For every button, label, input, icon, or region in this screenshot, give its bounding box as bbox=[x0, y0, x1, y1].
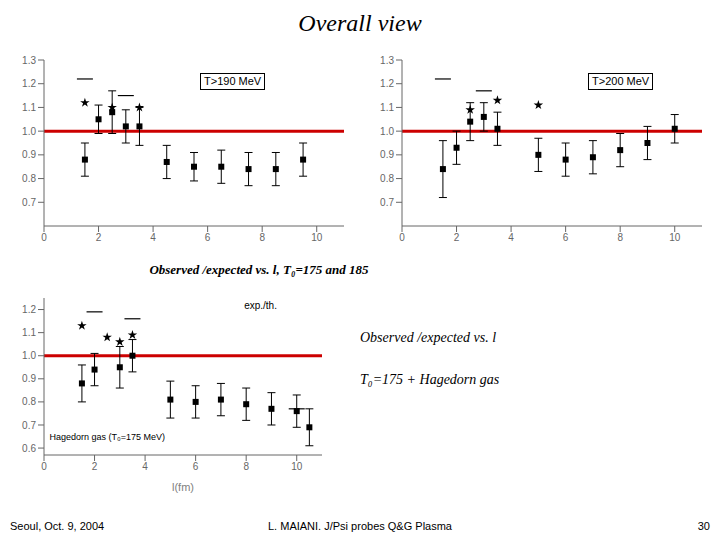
svg-text:10: 10 bbox=[669, 232, 681, 243]
svg-text:8: 8 bbox=[617, 232, 623, 243]
svg-text:0.8: 0.8 bbox=[22, 396, 36, 407]
svg-text:0.9: 0.9 bbox=[22, 373, 36, 384]
html-text:30: 30 bbox=[697, 520, 710, 532]
svg-text:0.8: 0.8 bbox=[22, 173, 36, 184]
html-text:T₀=175 + Hagedorn gas: T₀=175 + Hagedorn gas bbox=[360, 372, 500, 387]
svg-text:6: 6 bbox=[193, 461, 199, 472]
svg-text:1.2: 1.2 bbox=[22, 78, 36, 89]
svg-text:10: 10 bbox=[291, 461, 303, 472]
svg-text:1.0: 1.0 bbox=[22, 126, 36, 137]
html-text:L. MAIANI. J/Psi probes Q&G Pl: L. MAIANI. J/Psi probes Q&G Plasma bbox=[268, 520, 452, 532]
svg-text:0.7: 0.7 bbox=[22, 420, 36, 431]
html-text:Overall view: Overall view bbox=[298, 10, 422, 36]
svg-text:1.2: 1.2 bbox=[22, 304, 36, 315]
svg-text:6: 6 bbox=[205, 232, 211, 243]
svg-text:0.7: 0.7 bbox=[380, 197, 394, 208]
svg-text:0.7: 0.7 bbox=[22, 197, 36, 208]
svg-text:6: 6 bbox=[563, 232, 569, 243]
svg-text:4: 4 bbox=[508, 232, 514, 243]
svg-text:1.1: 1.1 bbox=[380, 102, 394, 113]
svg-text:2: 2 bbox=[92, 461, 98, 472]
html-text:Seoul, Oct. 9, 2004: Seoul, Oct. 9, 2004 bbox=[10, 520, 105, 532]
svg-text:1.1: 1.1 bbox=[22, 327, 36, 338]
svg-text:8: 8 bbox=[259, 232, 265, 243]
svg-text:2: 2 bbox=[96, 232, 102, 243]
svg-text:1.1: 1.1 bbox=[22, 102, 36, 113]
svg-text:2: 2 bbox=[454, 232, 460, 243]
svg-text:1.2: 1.2 bbox=[380, 78, 394, 89]
html-text:T>200 MeV: T>200 MeV bbox=[592, 75, 650, 88]
html-text:Observed /expected vs. l: Observed /expected vs. l bbox=[360, 330, 497, 345]
svg-text:1.0: 1.0 bbox=[22, 350, 36, 361]
svg-text:1.3: 1.3 bbox=[380, 55, 394, 66]
svg-text:4: 4 bbox=[142, 461, 148, 472]
svg-text:0: 0 bbox=[399, 232, 405, 243]
svg-text:1.3: 1.3 bbox=[22, 55, 36, 66]
svg-text:1.0: 1.0 bbox=[380, 126, 394, 137]
svg-text:0.9: 0.9 bbox=[380, 149, 394, 160]
svg-text:l(fm): l(fm) bbox=[172, 481, 194, 493]
html-text:T>190 MeV: T>190 MeV bbox=[204, 75, 262, 88]
svg-text:0: 0 bbox=[41, 232, 47, 243]
html-text:Hagedorn gas (T₀=175 MeV): Hagedorn gas (T₀=175 MeV) bbox=[49, 431, 166, 442]
svg-text:0.8: 0.8 bbox=[380, 173, 394, 184]
svg-text:10: 10 bbox=[311, 232, 323, 243]
svg-text:0: 0 bbox=[41, 461, 47, 472]
svg-text:8: 8 bbox=[243, 461, 249, 472]
svg-text:0.9: 0.9 bbox=[22, 149, 36, 160]
svg-text:0.6: 0.6 bbox=[22, 443, 36, 454]
html-text:Observed /expected vs. l, T₀=1: Observed /expected vs. l, T₀=175 and 185 bbox=[149, 262, 369, 277]
svg-text:4: 4 bbox=[150, 232, 156, 243]
html-text:exp./th.: exp./th. bbox=[244, 299, 277, 311]
